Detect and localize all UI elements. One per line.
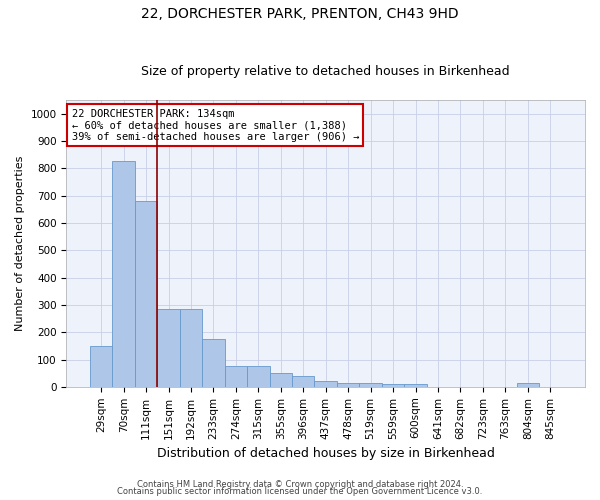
Bar [202,339,224,387]
Bar [292,376,314,387]
Bar [180,309,202,387]
Bar [224,366,247,387]
Bar [517,383,539,387]
Bar [247,366,269,387]
Bar [135,201,157,387]
Text: 22, DORCHESTER PARK, PRENTON, CH43 9HD: 22, DORCHESTER PARK, PRENTON, CH43 9HD [141,8,459,22]
Bar [90,346,112,387]
Bar [404,384,427,387]
Text: 22 DORCHESTER PARK: 134sqm
← 60% of detached houses are smaller (1,388)
39% of s: 22 DORCHESTER PARK: 134sqm ← 60% of deta… [71,108,359,142]
Text: Contains HM Land Registry data © Crown copyright and database right 2024.: Contains HM Land Registry data © Crown c… [137,480,463,489]
Text: Contains public sector information licensed under the Open Government Licence v3: Contains public sector information licen… [118,487,482,496]
Bar [359,383,382,387]
Bar [382,384,404,387]
Bar [157,309,180,387]
Bar [337,383,359,387]
Title: Size of property relative to detached houses in Birkenhead: Size of property relative to detached ho… [142,65,510,78]
Y-axis label: Number of detached properties: Number of detached properties [15,156,25,331]
Bar [112,162,135,387]
Bar [269,372,292,387]
Bar [314,381,337,387]
X-axis label: Distribution of detached houses by size in Birkenhead: Distribution of detached houses by size … [157,447,494,460]
